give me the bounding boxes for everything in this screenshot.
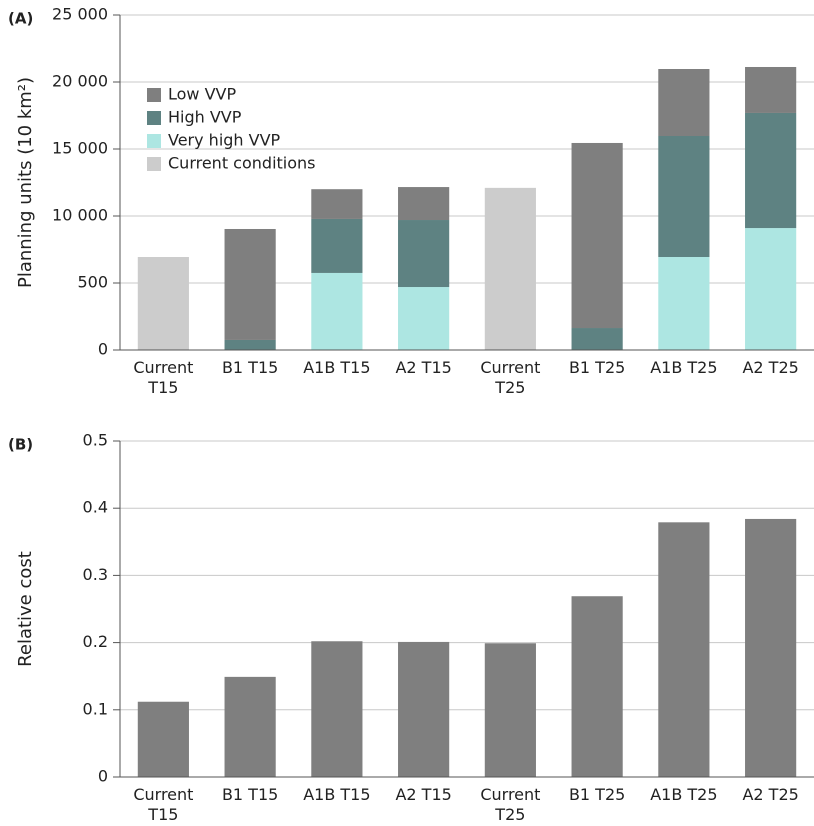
y-tick-label: 0.3	[83, 565, 108, 584]
bar-segment	[658, 136, 710, 258]
bar	[658, 522, 710, 777]
bar-segment	[745, 112, 797, 229]
bar-segment	[224, 339, 276, 350]
bar-segment	[398, 220, 450, 288]
x-tick-label: A1B T15	[303, 785, 371, 804]
bar	[398, 641, 450, 777]
bar	[224, 676, 276, 777]
bar-segment	[311, 218, 363, 273]
legend-swatch	[147, 157, 161, 171]
bar-segment	[311, 189, 363, 219]
x-tick-label: B1 T25	[568, 358, 626, 377]
y-tick-label: 0	[98, 767, 108, 786]
x-tick-label: A2 T15	[395, 358, 452, 377]
legend-swatch	[147, 111, 161, 125]
bar	[745, 518, 797, 777]
y-tick-label: 10 000	[52, 206, 108, 225]
bar-segment	[745, 228, 797, 350]
y-axis-label: Relative cost	[15, 551, 36, 667]
x-tick-label: A1B T25	[650, 785, 718, 804]
x-tick-label: Current T15	[133, 358, 194, 397]
panel-label: (B)	[8, 436, 33, 454]
y-tick-label: 0	[98, 340, 108, 359]
x-tick-label: A2 T15	[395, 785, 452, 804]
bar	[311, 641, 363, 777]
x-tick-label: B1 T15	[221, 358, 279, 377]
bar	[571, 596, 623, 777]
y-axis-label: Planning units (10 km²)	[15, 77, 36, 288]
x-tick-label: B1 T25	[568, 785, 626, 804]
x-tick-label: B1 T15	[221, 785, 279, 804]
bar	[137, 701, 189, 777]
y-tick-label: 0.4	[83, 498, 108, 517]
bar-segment	[137, 257, 189, 350]
x-tick-label: A2 T25	[742, 785, 799, 804]
bar-segment	[311, 272, 363, 350]
bar-segment	[571, 328, 623, 350]
legend-label: Very high VVP	[168, 131, 281, 150]
y-tick-label: 25 000	[52, 5, 108, 24]
x-tick-label: A1B T15	[303, 358, 371, 377]
y-tick-label: 500	[77, 273, 108, 292]
bar-segment	[658, 257, 710, 350]
legend-label: Low VVP	[168, 85, 236, 104]
x-tick-label: Current T15	[133, 785, 194, 824]
bar-segment	[571, 142, 623, 329]
bar-segment	[398, 287, 450, 350]
x-tick-label: A2 T25	[742, 358, 799, 377]
bar	[484, 643, 536, 777]
bar-segment	[745, 66, 797, 113]
y-tick-label: 0.1	[83, 699, 108, 718]
y-tick-label: 20 000	[52, 72, 108, 91]
legend-label: Current conditions	[168, 154, 316, 173]
legend-swatch	[147, 134, 161, 148]
bar-segment	[484, 187, 536, 350]
panel-label: (A)	[8, 10, 33, 28]
y-tick-label: 0.2	[83, 632, 108, 651]
bar-segment	[658, 69, 710, 137]
x-tick-label: Current T25	[480, 358, 541, 397]
y-tick-label: 0.5	[83, 431, 108, 450]
x-tick-label: Current T25	[480, 785, 541, 824]
bar-segment	[398, 187, 450, 221]
x-tick-label: A1B T25	[650, 358, 718, 377]
legend-swatch	[147, 88, 161, 102]
y-tick-label: 15 000	[52, 139, 108, 158]
legend-label: High VVP	[168, 108, 242, 127]
bar-segment	[224, 228, 276, 340]
